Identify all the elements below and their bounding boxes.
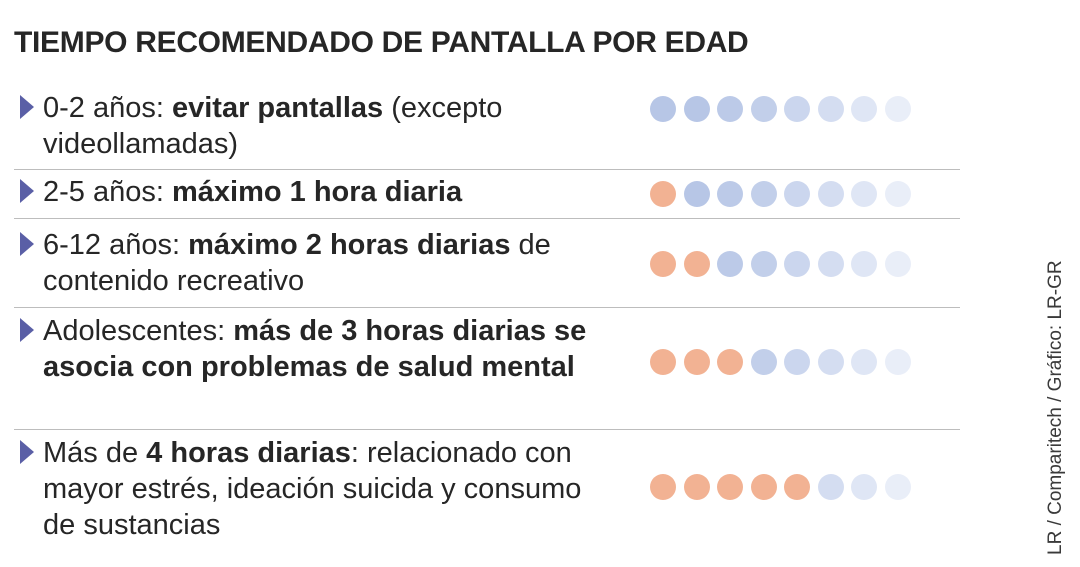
dot-filled [683, 251, 710, 277]
dot-filled [683, 349, 710, 375]
dot-filled [650, 474, 676, 500]
dot-empty [683, 181, 710, 207]
dot-empty [683, 96, 710, 122]
dot-empty [817, 349, 844, 375]
dot-empty [884, 96, 911, 122]
dot-scale [650, 349, 911, 375]
row-text-regular: : relacionado con mayor estrés, ideación… [43, 437, 582, 541]
row-text-regular: 6-12 años: [43, 229, 189, 261]
dot-scale [650, 251, 911, 277]
dot-empty [650, 96, 676, 122]
row-text-regular: de contenido recreativo [43, 229, 551, 297]
arrow-bullet-icon [20, 95, 34, 119]
dot-scale [650, 96, 911, 122]
dot-filled [650, 349, 676, 375]
dot-empty [717, 251, 743, 277]
row-text-bold: máximo 2 horas diarias [188, 229, 511, 261]
arrow-bullet-icon [20, 318, 34, 342]
dot-filled [750, 474, 777, 500]
dot-empty [851, 96, 877, 122]
dot-empty [750, 349, 777, 375]
dot-empty [750, 181, 777, 207]
list-item: 6-12 años: máximo 2 horas diarias de con… [14, 219, 960, 308]
dot-scale [650, 181, 911, 207]
dot-empty [851, 474, 877, 500]
dot-empty [717, 181, 743, 207]
dot-filled [784, 474, 810, 500]
dot-empty [851, 349, 877, 375]
list-item: Adolescentes: más de 3 horas diarias se … [14, 308, 960, 430]
row-text-bold: 4 horas diarias [146, 437, 351, 469]
dot-empty [784, 251, 810, 277]
list-item: 0-2 años: evitar pantallas (excepto vide… [14, 86, 960, 170]
row-text-regular: 2-5 años: [43, 176, 172, 208]
row-text-regular: Más de [43, 437, 147, 469]
dot-filled [717, 349, 743, 375]
dot-empty [750, 96, 777, 122]
row-text-bold: evitar pantallas [171, 92, 384, 124]
dot-empty [817, 251, 844, 277]
row-text-bold: más de 3 horas diarias se asocia con pro… [43, 315, 587, 383]
dot-empty [884, 349, 911, 375]
row-text: 2-5 años: máximo 1 hora diaria [43, 174, 603, 210]
dot-empty [784, 349, 810, 375]
dot-empty [884, 474, 911, 500]
row-text-bold: máximo 1 hora diaria [171, 176, 463, 208]
dot-empty [884, 181, 911, 207]
dot-empty [884, 251, 911, 277]
row-text: Adolescentes: más de 3 horas diarias se … [43, 313, 603, 385]
source-credit: LR / Comparitech / Gráfico: LR-GR [1045, 260, 1066, 555]
arrow-bullet-icon [20, 232, 34, 256]
dot-scale [650, 474, 911, 500]
row-text-regular: Adolescentes: [43, 315, 234, 347]
arrow-bullet-icon [20, 440, 34, 464]
dot-empty [750, 251, 777, 277]
chart-title: TIEMPO RECOMENDADO DE PANTALLA POR EDAD [14, 26, 749, 59]
row-text: 6-12 años: máximo 2 horas diarias de con… [43, 227, 603, 299]
row-text: Más de 4 horas diarias: relacionado con … [43, 435, 603, 543]
dot-empty [717, 96, 743, 122]
dot-filled [717, 474, 743, 500]
dot-empty [851, 251, 877, 277]
dot-empty [817, 474, 844, 500]
row-text: 0-2 años: evitar pantallas (excepto vide… [43, 90, 603, 162]
list-item: Más de 4 horas diarias: relacionado con … [14, 430, 960, 550]
list-item: 2-5 años: máximo 1 hora diaria [14, 170, 960, 219]
arrow-bullet-icon [20, 179, 34, 203]
row-text-regular: (excepto videollamadas) [43, 92, 503, 160]
row-text-regular: 0-2 años: [43, 92, 172, 124]
dot-empty [817, 181, 844, 207]
dot-empty [851, 181, 877, 207]
dot-filled [683, 474, 710, 500]
dot-empty [784, 96, 810, 122]
dot-filled [650, 251, 676, 277]
dot-empty [784, 181, 810, 207]
dot-filled [650, 181, 676, 207]
dot-empty [817, 96, 844, 122]
